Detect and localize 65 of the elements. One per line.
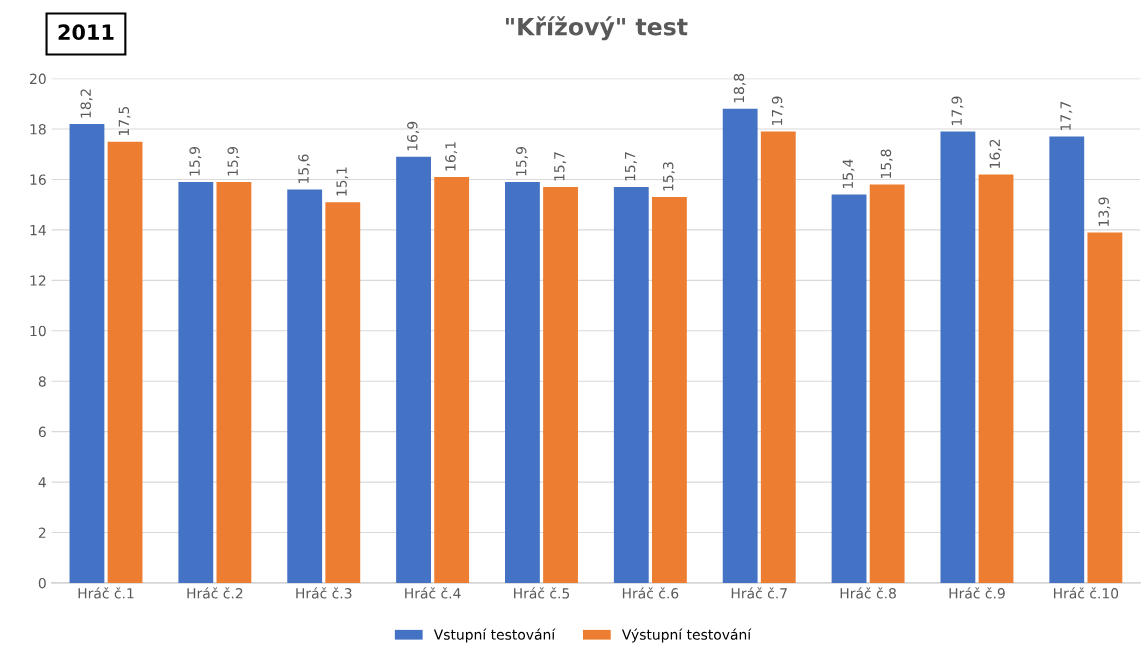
y-tick-label: 6 [38,426,46,438]
y-tick-label: 4 [38,477,46,488]
data-label: 17,5 [118,106,131,136]
data-label: 15,7 [625,152,637,181]
data-label: 15,1 [336,167,349,196]
bar [505,181,540,583]
text: 2011 [58,24,114,41]
y-tick-label: 14 [30,225,46,236]
y-tick-label: 16 [30,174,46,185]
data-label: 16,1 [445,142,458,171]
bar [325,202,361,583]
bar [1087,232,1123,583]
bar [722,108,758,583]
data-label: 15,9 [189,147,202,176]
bar [1049,136,1085,583]
x-tick-label: Hráč č.7 [731,587,787,599]
legend-label: Výstupní testování [621,628,752,643]
bar [543,187,578,583]
bar [940,131,976,583]
bar [107,141,143,583]
x-tick-label: Hráč č.3 [296,587,352,599]
chart-title: "Křížový" test [506,16,688,41]
x-tick-label: Hráč č.6 [622,587,679,599]
data-label: 15,9 [227,147,240,176]
bar [434,176,470,583]
data-label: 18,8 [733,73,746,103]
x-tick-label: Hráč č.8 [840,587,896,599]
y-tick-label: 0 [38,577,46,589]
data-label: 15,9 [515,147,528,176]
data-label: 17,9 [951,96,964,125]
x-tick-label: Hráč č.5 [514,587,570,599]
x-tick-label: Hráč č.9 [949,587,1005,599]
bar [69,123,105,583]
data-label: 18,2 [80,89,93,118]
x-tick-label: Hráč č.10 [1053,587,1119,599]
bar [396,156,431,583]
data-label: 17,7 [1060,101,1073,131]
bar [613,187,649,583]
bar [178,181,214,583]
data-label: 15,8 [880,149,893,178]
data-label: 13,9 [1098,197,1111,226]
bar [831,194,867,583]
data-label: 15,6 [298,154,311,183]
data-label: 15,4 [842,159,855,189]
bar [651,197,687,583]
y-tick-label: 10 [30,325,46,337]
data-label: 15,7 [554,152,566,181]
data-label: 17,9 [771,96,784,125]
data-label: 16,9 [407,121,420,151]
legend-label: Vstupní testování [433,628,556,643]
bar [760,131,796,583]
bar [216,181,252,583]
y-tick-label: 18 [30,124,46,135]
x-tick-label: Hráč č.2 [187,587,243,599]
y-tick-label: 12 [30,275,46,286]
x-tick-label: Hráč č.1 [78,587,134,599]
x-tick-label: Hráč č.4 [405,587,461,599]
y-tick-label: 20 [30,73,46,85]
bar [978,174,1014,583]
bar [869,184,905,583]
bar [287,189,323,583]
data-label: 16,2 [989,139,1002,168]
y-tick-label: 2 [38,527,46,538]
y-tick-label: 8 [38,376,46,387]
data-label: 15,3 [662,162,675,191]
